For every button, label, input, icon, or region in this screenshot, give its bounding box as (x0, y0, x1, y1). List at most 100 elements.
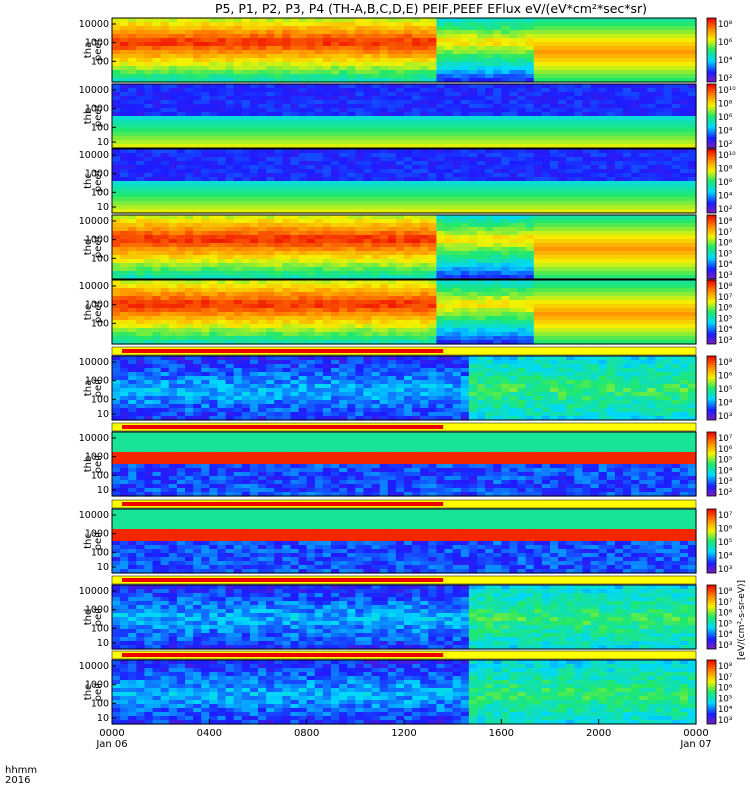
spectrogram-cell (144, 189, 154, 194)
spectrogram-cell (671, 104, 681, 109)
spectrogram-cell (550, 34, 559, 39)
spectrogram-cell (428, 239, 438, 244)
spectrogram-cell (144, 316, 154, 321)
spectrogram-cell (241, 197, 251, 202)
spectrogram-cell (249, 165, 259, 170)
spectrogram-cell (201, 124, 210, 129)
spectrogram-cell (566, 173, 575, 178)
spectrogram-cell (136, 332, 146, 337)
spectrogram-cell (136, 42, 146, 47)
spectrogram-cell (420, 140, 429, 145)
spectrogram-cell (493, 34, 502, 39)
spectrogram-cell (176, 296, 186, 301)
spectrogram-cell (485, 205, 494, 210)
spectrogram-cell (290, 124, 300, 129)
spectrogram-cell (468, 275, 478, 280)
spectrogram-cell (493, 219, 502, 224)
spectrogram-cell (193, 46, 202, 51)
spectrogram-cell (623, 267, 632, 272)
spectrogram-cell (574, 271, 584, 276)
y-tick-label: 100 (91, 56, 109, 67)
spectrogram-cell (168, 66, 178, 71)
spectrogram-cell (217, 340, 227, 345)
spectrogram-cell (144, 255, 154, 260)
spectrogram-cell (339, 255, 348, 260)
spectrogram-cell (614, 271, 624, 276)
spectrogram-cell (136, 304, 146, 309)
spectrogram-cell (112, 275, 121, 280)
spectrogram-cell (225, 58, 235, 63)
spectrogram-cell (136, 88, 146, 93)
spectrogram-cell (485, 42, 494, 47)
spectrogram-cell (387, 185, 397, 190)
spectrogram-cell (679, 267, 689, 272)
spectrogram-cell (249, 215, 259, 220)
spectrogram-cell (331, 157, 340, 162)
spectrogram-cell (477, 88, 486, 93)
spectrogram-cell (241, 340, 251, 345)
spectrogram-cell (298, 62, 308, 67)
spectrogram-cell (249, 70, 259, 75)
spectrogram-cell (395, 267, 405, 272)
spectrogram-cell (517, 140, 527, 145)
spectrogram-cell (128, 50, 137, 55)
spectrogram-cell (501, 132, 511, 137)
spectrogram-cell (112, 332, 121, 337)
spectrogram-cell (128, 26, 137, 31)
spectrogram-cell (339, 78, 348, 83)
panel-y-label: thcpeef (83, 169, 104, 192)
spectrogram-cell (517, 271, 527, 276)
spectrogram-cell (266, 223, 275, 228)
spectrogram-cell (168, 18, 178, 23)
spectrogram-cell (249, 96, 259, 101)
spectrogram-cell (128, 324, 137, 329)
spectrogram-cell (225, 209, 235, 214)
spectrogram-cell (679, 108, 689, 113)
spectrogram-cell (379, 209, 389, 214)
spectrogram-cell (136, 247, 146, 252)
spectrogram-cell (168, 296, 178, 301)
spectrogram-cell (347, 239, 356, 244)
spectrogram-cell (241, 78, 251, 83)
spectrogram-cell (217, 169, 227, 174)
spectrogram-cell (217, 316, 227, 321)
spectrogram-cell (112, 255, 121, 260)
spectrogram-cell (395, 54, 405, 59)
spectrogram-cell (322, 193, 332, 198)
spectrogram-cell (452, 62, 462, 67)
spectrogram-cell (485, 169, 494, 174)
spectrogram-cell (314, 275, 324, 280)
spectrogram-cell (501, 22, 511, 27)
spectrogram-cell (249, 247, 259, 252)
spectrogram-cell (598, 157, 608, 162)
spectrogram-cell (590, 181, 600, 186)
spectrogram-cell (501, 104, 511, 109)
spectrogram-cell (322, 255, 332, 260)
spectrogram-cell (566, 251, 575, 256)
spectrogram-cell (436, 66, 446, 71)
spectrogram-cell (541, 144, 551, 149)
spectrogram-cell (655, 263, 665, 268)
spectrogram-cell (639, 34, 648, 39)
spectrogram-cell (614, 267, 624, 272)
spectrogram-cell (452, 161, 462, 166)
spectrogram-cell (339, 34, 348, 39)
spectrogram-cell (347, 128, 356, 133)
spectrogram-cell (509, 177, 519, 182)
spectrogram-cell (314, 112, 324, 117)
spectrogram-cell (509, 62, 519, 67)
spectrogram-cell (606, 120, 616, 125)
spectrogram-cell (477, 169, 486, 174)
spectrogram-cell (371, 189, 381, 194)
spectrogram-cell (452, 239, 462, 244)
spectrogram-cell (501, 189, 511, 194)
spectrogram-cell (160, 189, 170, 194)
spectrogram-cell (176, 38, 186, 43)
spectrogram-cell (322, 209, 332, 214)
spectrogram-cell (566, 46, 575, 51)
spectrogram-cell (444, 275, 454, 280)
spectrogram-cell (209, 128, 219, 133)
spectrogram-cell (501, 193, 511, 198)
spectrogram-cell (201, 185, 210, 190)
spectrogram-cell (347, 70, 356, 75)
